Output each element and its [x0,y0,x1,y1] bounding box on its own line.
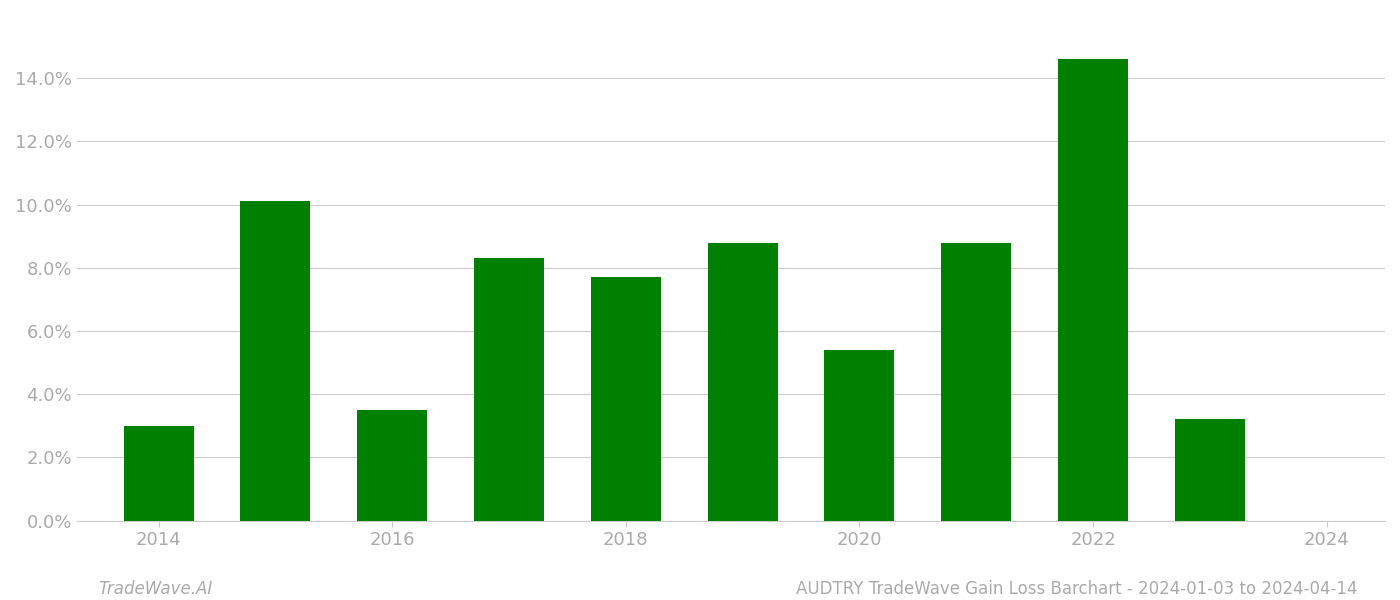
Text: TradeWave.AI: TradeWave.AI [98,580,213,598]
Bar [707,242,777,521]
Bar [941,242,1011,521]
Bar [357,410,427,521]
Bar [825,350,895,521]
Bar [1175,419,1245,521]
Bar [1058,59,1128,521]
Bar [241,202,311,521]
Bar [475,259,545,521]
Bar [591,277,661,521]
Text: AUDTRY TradeWave Gain Loss Barchart - 2024-01-03 to 2024-04-14: AUDTRY TradeWave Gain Loss Barchart - 20… [797,580,1358,598]
Bar [123,426,193,521]
